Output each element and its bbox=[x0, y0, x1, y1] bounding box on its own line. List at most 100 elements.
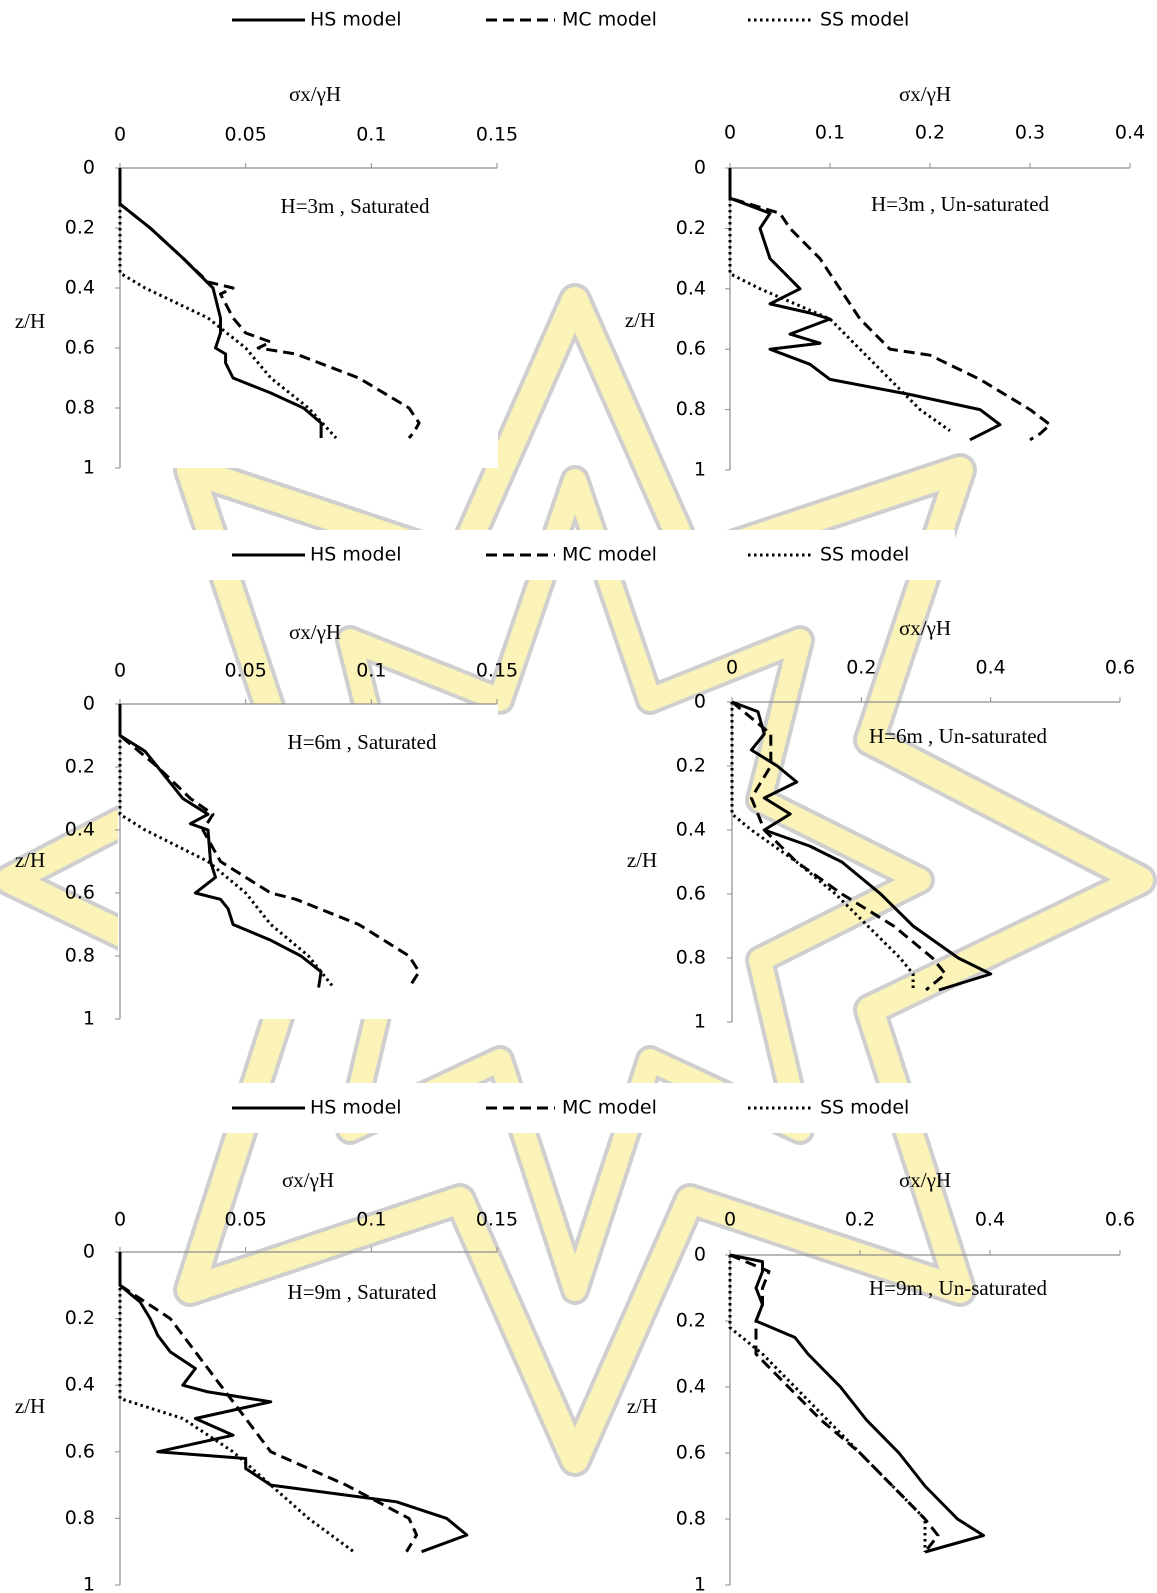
y-tick-label: 0.4 bbox=[676, 277, 706, 299]
series-line bbox=[118, 168, 421, 439]
series-line bbox=[118, 704, 323, 988]
y-tick-label: 0.2 bbox=[676, 217, 706, 239]
series-line bbox=[118, 704, 421, 989]
x-tick-label: 0 bbox=[724, 1209, 736, 1231]
x-tick-label: 0.4 bbox=[975, 1209, 1005, 1231]
y-tick-label: 1 bbox=[694, 1574, 706, 1593]
legend-label: SS model bbox=[820, 544, 909, 566]
x-tick-label: 0.1 bbox=[356, 1209, 386, 1231]
series-line bbox=[729, 1253, 985, 1554]
y-tick-label: 0 bbox=[83, 693, 95, 715]
legend-background bbox=[0, 0, 1157, 60]
x-tick-label: 0.1 bbox=[815, 122, 845, 144]
series-line bbox=[118, 1252, 419, 1553]
y-tick-label: 0 bbox=[694, 691, 706, 713]
x-tick-label: 0 bbox=[724, 122, 736, 144]
y-tick-label: 0 bbox=[694, 157, 706, 179]
series-line bbox=[728, 168, 951, 432]
y-axis-title: z/H bbox=[15, 848, 45, 872]
y-tick-label: 0.6 bbox=[65, 1440, 95, 1462]
series-line bbox=[118, 1252, 355, 1553]
y-tick-label: 0.6 bbox=[65, 337, 95, 359]
y-axis-title: z/H bbox=[15, 1394, 45, 1418]
y-tick-label: 0.4 bbox=[65, 1374, 95, 1396]
series-line bbox=[118, 168, 338, 440]
x-tick-label: 0.15 bbox=[476, 660, 518, 682]
series-line bbox=[728, 1255, 927, 1552]
x-axis-title: σx/γH bbox=[289, 620, 341, 644]
x-tick-label: 0.05 bbox=[225, 124, 267, 146]
plot-background bbox=[118, 704, 498, 1019]
y-tick-label: 0.2 bbox=[65, 1307, 95, 1329]
y-tick-label: 0.8 bbox=[676, 947, 706, 969]
y-tick-label: 0 bbox=[83, 1241, 95, 1263]
y-tick-label: 0.4 bbox=[676, 819, 706, 841]
x-tick-label: 0.2 bbox=[915, 122, 945, 144]
y-tick-label: 0.4 bbox=[65, 819, 95, 841]
series-line bbox=[731, 700, 947, 992]
legend-label: HS model bbox=[310, 9, 402, 31]
y-axis-title: z/H bbox=[625, 308, 655, 332]
y-axis-title: z/H bbox=[627, 1394, 657, 1418]
legend-label: SS model bbox=[820, 9, 909, 31]
y-tick-label: 0.2 bbox=[65, 217, 95, 239]
y-axis-title: z/H bbox=[627, 848, 657, 872]
plot-background bbox=[118, 168, 498, 468]
series-line bbox=[728, 168, 1052, 442]
x-tick-label: 0.2 bbox=[846, 657, 876, 679]
y-tick-label: 1 bbox=[694, 1011, 706, 1033]
legend-label: MC model bbox=[562, 1097, 657, 1119]
chart-title: H=3m , Un-saturated bbox=[871, 192, 1050, 216]
x-axis-title: σx/γH bbox=[899, 82, 951, 106]
x-tick-label: 0.4 bbox=[976, 657, 1006, 679]
series-line bbox=[731, 700, 993, 992]
y-tick-label: 0.8 bbox=[65, 397, 95, 419]
x-tick-label: 0.3 bbox=[1015, 122, 1045, 144]
y-tick-label: 0.4 bbox=[65, 277, 95, 299]
x-axis-title: σx/γH bbox=[899, 1168, 951, 1192]
x-axis-title: σx/γH bbox=[289, 82, 341, 106]
x-axis-title: σx/γH bbox=[282, 1168, 334, 1192]
y-tick-label: 0.2 bbox=[676, 1310, 706, 1332]
x-tick-label: 0 bbox=[114, 124, 126, 146]
x-tick-label: 0 bbox=[114, 1209, 126, 1231]
y-tick-label: 0 bbox=[694, 1244, 706, 1266]
chart-title: H=3m , Saturated bbox=[281, 194, 430, 218]
y-tick-label: 0.8 bbox=[676, 1508, 706, 1530]
chart-title: H=6m , Saturated bbox=[288, 730, 437, 754]
y-tick-label: 0.4 bbox=[676, 1376, 706, 1398]
x-axis-title: σx/γH bbox=[899, 616, 951, 640]
y-tick-label: 0 bbox=[83, 157, 95, 179]
x-tick-label: 0 bbox=[726, 657, 738, 679]
x-tick-label: 0.6 bbox=[1105, 657, 1135, 679]
y-tick-label: 0.2 bbox=[676, 755, 706, 777]
y-tick-label: 1 bbox=[694, 459, 706, 481]
chart-title: H=9m , Saturated bbox=[288, 1280, 437, 1304]
legend-label: SS model bbox=[820, 1097, 909, 1119]
chart-title: H=9m , Un-saturated bbox=[869, 1276, 1048, 1300]
y-tick-label: 1 bbox=[83, 457, 95, 479]
y-tick-label: 0.6 bbox=[676, 338, 706, 360]
x-tick-label: 0.6 bbox=[1105, 1209, 1135, 1231]
x-tick-label: 0.05 bbox=[225, 660, 267, 682]
y-tick-label: 0.8 bbox=[65, 1507, 95, 1529]
watermark-star bbox=[0, 287, 1153, 1473]
x-tick-label: 0.15 bbox=[476, 1209, 518, 1231]
x-tick-label: 0 bbox=[114, 660, 126, 682]
x-tick-label: 0.1 bbox=[356, 660, 386, 682]
legend-label: HS model bbox=[310, 544, 402, 566]
y-tick-label: 0.2 bbox=[65, 756, 95, 778]
x-tick-label: 0.05 bbox=[225, 1209, 267, 1231]
x-tick-label: 0.4 bbox=[1115, 122, 1145, 144]
y-tick-label: 0.6 bbox=[676, 883, 706, 905]
legend-label: HS model bbox=[310, 1097, 402, 1119]
series-line bbox=[728, 168, 1002, 442]
series-line bbox=[730, 702, 915, 990]
series-line bbox=[729, 1253, 940, 1553]
y-tick-label: 0.8 bbox=[676, 398, 706, 420]
x-tick-label: 0.1 bbox=[356, 124, 386, 146]
y-tick-label: 1 bbox=[83, 1008, 95, 1030]
y-tick-label: 1 bbox=[83, 1574, 95, 1593]
x-tick-label: 0.15 bbox=[476, 124, 518, 146]
